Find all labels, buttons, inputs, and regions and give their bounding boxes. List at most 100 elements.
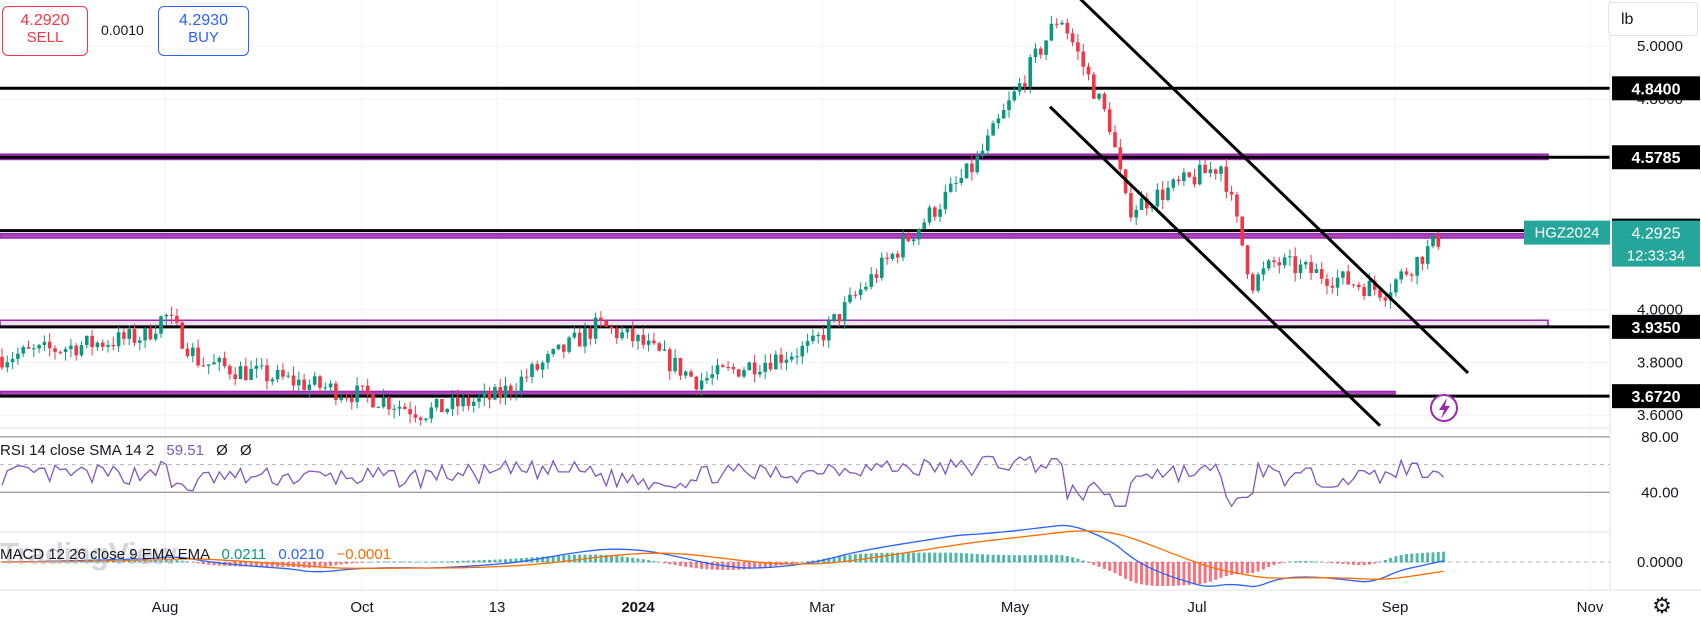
candle-body-189 bbox=[1001, 109, 1006, 119]
macd-hist-bar bbox=[371, 561, 375, 563]
candle-body-59 bbox=[312, 376, 317, 385]
price-axis-tick: 4.0000 bbox=[1637, 302, 1683, 319]
buy-button[interactable]: 4.2930 BUY bbox=[158, 6, 249, 56]
rsi-extra-1: Ø bbox=[216, 442, 228, 459]
time-axis-label: Jul bbox=[1187, 599, 1206, 616]
macd-hist-bar bbox=[912, 552, 916, 563]
macd-hist-bar bbox=[488, 559, 492, 563]
macd-hist-bar bbox=[731, 562, 735, 570]
candle-body-67 bbox=[355, 385, 359, 403]
candle-body-32 bbox=[169, 314, 174, 316]
candle-body-221 bbox=[1171, 179, 1176, 188]
macd-hist-bar bbox=[429, 561, 433, 563]
candle-body-24 bbox=[127, 329, 131, 339]
macd-hist-bar bbox=[710, 562, 714, 570]
macd-hist-bar bbox=[1002, 554, 1006, 563]
hist-value: −0.0001 bbox=[336, 546, 392, 563]
macd-hist-bar bbox=[1293, 561, 1297, 563]
macd-hist-bar bbox=[758, 562, 762, 568]
candle-body-184 bbox=[975, 156, 979, 173]
macd-hist-bar bbox=[1394, 556, 1398, 563]
candle-body-134 bbox=[710, 374, 714, 378]
candle-body-195 bbox=[1033, 48, 1038, 58]
macd-hist-bar bbox=[880, 552, 884, 563]
level-label: 3.9350 bbox=[1632, 320, 1681, 337]
candle-body-6 bbox=[32, 348, 36, 350]
candle-body-216 bbox=[1145, 198, 1149, 209]
tradingview-watermark: TradingView bbox=[0, 536, 177, 571]
time-axis-label: May bbox=[1001, 599, 1030, 616]
macd-hist-bar bbox=[117, 560, 121, 563]
candle-body-108 bbox=[572, 332, 577, 338]
macd-value: 0.0211 bbox=[221, 546, 267, 563]
macd-hist-bar bbox=[562, 555, 566, 563]
candle-body-151 bbox=[800, 345, 805, 357]
macd-hist-bar bbox=[1277, 562, 1281, 564]
spread-value: 0.0010 bbox=[101, 22, 144, 38]
rsi-axis-tick: 40.00 bbox=[1641, 484, 1679, 501]
candle-body-160 bbox=[848, 294, 852, 303]
candle-body-34 bbox=[180, 322, 184, 349]
candle-body-69 bbox=[365, 385, 370, 395]
macd-hist-bar bbox=[260, 562, 264, 567]
macd-hist-bar bbox=[1352, 562, 1355, 565]
candle-body-86 bbox=[456, 397, 460, 407]
candle-body-79 bbox=[418, 417, 423, 421]
candle-body-252 bbox=[1335, 277, 1340, 288]
macd-hist-bar bbox=[620, 556, 624, 563]
macd-pane bbox=[0, 524, 1610, 588]
macd-hist-bar bbox=[657, 561, 661, 563]
candle-body-112 bbox=[593, 317, 598, 339]
macd-hist-bar bbox=[615, 555, 619, 563]
candle-body-83 bbox=[440, 399, 444, 413]
macd-hist-bar bbox=[313, 562, 317, 568]
candle-body-124 bbox=[657, 343, 661, 351]
macd-hist-bar bbox=[1389, 557, 1393, 563]
macd-hist-bar bbox=[1383, 559, 1387, 563]
candle-body-168 bbox=[890, 253, 895, 259]
candle-body-90 bbox=[477, 397, 481, 402]
candle-body-188 bbox=[996, 118, 1001, 124]
rsi-axis-tick: 80.00 bbox=[1641, 429, 1679, 446]
candle-body-87 bbox=[461, 397, 465, 407]
macd-hist-bar bbox=[1081, 560, 1085, 563]
candle-body-128 bbox=[678, 357, 683, 376]
rsi-legend[interactable]: RSI 14 close SMA 14 2 59.51 Ø Ø bbox=[0, 442, 252, 459]
candle-body-219 bbox=[1160, 189, 1165, 200]
candle-body-254 bbox=[1346, 271, 1350, 285]
macd-hist-bar bbox=[901, 552, 905, 563]
candle-body-140 bbox=[742, 370, 746, 377]
macd-hist-bar bbox=[1330, 562, 1334, 564]
candle-body-71 bbox=[376, 406, 381, 408]
candle-body-178 bbox=[943, 191, 948, 210]
candle-body-227 bbox=[1203, 164, 1207, 174]
macd-legend[interactable]: MACD 12 26 close 9 EMA EMA 0.0211 0.0210… bbox=[0, 546, 391, 563]
time-axis-label: Nov bbox=[1577, 599, 1604, 616]
unit-selector[interactable]: lb bbox=[1608, 2, 1698, 36]
candle-body-194 bbox=[1028, 57, 1032, 87]
macd-hist-bar bbox=[700, 562, 704, 569]
macd-hist-bar bbox=[938, 552, 942, 563]
sell-button[interactable]: 4.2920 SELL bbox=[2, 6, 88, 56]
candle-body-73 bbox=[387, 397, 391, 410]
macd-hist-bar bbox=[684, 562, 688, 567]
candle-body-123 bbox=[652, 340, 656, 344]
candle-body-78 bbox=[413, 414, 418, 418]
macd-hist-bar bbox=[403, 561, 407, 563]
macd-hist-bar bbox=[339, 562, 343, 565]
candle-body-75 bbox=[397, 406, 402, 409]
macd-hist-bar bbox=[811, 560, 815, 563]
candle-body-169 bbox=[895, 253, 900, 258]
candle-body-101 bbox=[535, 364, 540, 370]
macd-hist-bar bbox=[366, 561, 370, 563]
candle-body-104 bbox=[551, 349, 555, 355]
candle-body-206 bbox=[1092, 74, 1096, 99]
candle-body-201 bbox=[1065, 22, 1070, 34]
macd-hist-bar bbox=[986, 554, 990, 563]
gear-icon[interactable]: ⚙ bbox=[1652, 593, 1672, 618]
candle-body-28 bbox=[148, 327, 153, 340]
macd-hist-bar bbox=[800, 561, 804, 563]
candle-body-166 bbox=[880, 257, 884, 278]
macd-hist-bar bbox=[1193, 562, 1196, 585]
